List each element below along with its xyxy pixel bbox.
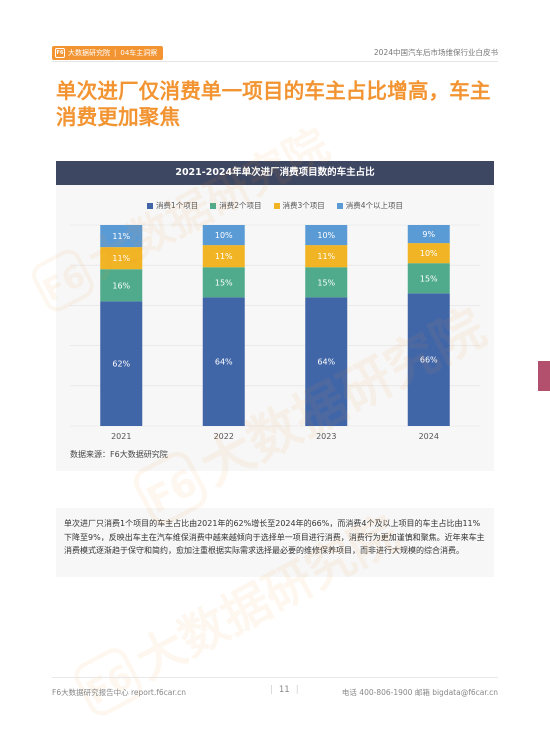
report-title: 2024中国汽车后市场维保行业白皮书 [373,48,498,57]
x-tick-label: 2021 [111,432,131,441]
page-number-value: 11 [278,685,290,695]
data-label: 15% [215,278,233,287]
data-label: 16% [112,281,130,290]
legend-swatch [146,202,153,209]
data-label: 11% [317,252,335,261]
bar-segment [305,267,348,298]
chart-card: 2021-2024年单次进厂消费项目数的车主占比 消费1个项目 消费2个项目 消… [56,161,494,471]
legend-label: 消费1个项目 [155,201,199,210]
bar-segment [202,245,245,268]
bar-segment [407,293,450,426]
watermark-logo-frame [74,648,142,716]
description-card: 单次进厂只消费1个项目的车主占比由2021年的62%增长至2024年的66%，而… [56,508,494,577]
bar-segment [202,225,245,246]
page-number: | 11 | [270,685,299,695]
footer-report-center: F6大数据研究报告中心 report.f6car.cn [52,688,187,697]
description-text: 单次进厂只消费1个项目的车主占比由2021年的62%增长至2024年的66%，而… [64,519,485,555]
brand-name: 大数据研究院 [68,49,110,57]
legend-item: 消费4个以上项目 [336,200,404,211]
legend-swatch [210,202,217,209]
chart-title: 2021-2024年单次进厂消费项目数的车主占比 [56,161,494,185]
data-label: 64% [215,358,233,367]
brand-separator: | [114,49,117,57]
f6-logo-icon: F6 [55,48,65,58]
header-divider [52,61,498,62]
legend-label: 消费3个项目 [282,201,325,210]
data-label: 9% [422,230,435,239]
x-tick-label: 2022 [214,432,234,441]
data-label: 15% [317,278,335,287]
legend-item: 消费2个项目 [210,200,262,211]
bar-segment [407,243,450,264]
data-label: 64% [317,358,335,367]
legend-swatch [273,202,280,209]
legend-label: 消费2个项目 [219,201,262,210]
stacked-bar-chart: 62% 16% 11% 11% 2021 64% 15% 11% 10% 2022 64% 15% 11… [70,224,480,441]
footer-contact: 电话 400-806-1900 邮箱 bigdata@f6car.cn [341,688,498,697]
x-tick-label: 2023 [316,432,336,441]
bar-segment [100,247,143,270]
data-label: 66% [420,356,438,365]
brand-tab: F6 大数据研究院 | 04车主洞察 [52,46,164,60]
bar-segment [305,245,348,268]
section-name: 04车主洞察 [120,49,158,57]
chart-legend: 消费1个项目 消费2个项目 消费3个项目 消费4个以上项目 [56,200,494,211]
legend-item: 消费3个项目 [273,200,325,211]
bar-segment [407,263,450,294]
data-source: 数据来源：F6大数据研究院 [70,450,168,459]
bar-segment [100,225,143,248]
data-label: 11% [112,232,130,241]
watermark-logo-glyph: F6 [80,656,139,712]
legend-swatch [336,202,343,209]
page-header: F6 大数据研究院 | 04车主洞察 2024中国汽车后市场维保行业白皮书 [0,0,550,62]
data-label: 10% [317,231,335,240]
bar-segment [100,269,143,302]
legend-item: 消费1个项目 [146,200,199,211]
bar-segment [305,225,348,246]
bar-segment [202,297,245,426]
data-label: 10% [420,249,438,258]
bar-segment [202,267,245,298]
side-bookmark-tab [538,361,550,391]
page-title: 单次进厂仅消费单一项目的车主占比增高，车主消费更加聚焦 [56,79,491,129]
data-label: 11% [112,254,130,263]
legend-label: 消费4个以上项目 [345,201,404,210]
x-tick-label: 2024 [419,432,439,441]
bar-segment [100,301,143,426]
data-label: 11% [215,252,233,261]
footer-divider [52,677,498,678]
data-label: 10% [215,231,233,240]
data-label: 62% [112,360,130,369]
bar-segment [407,225,450,244]
data-label: 15% [420,274,438,283]
bar-segment [305,297,348,426]
